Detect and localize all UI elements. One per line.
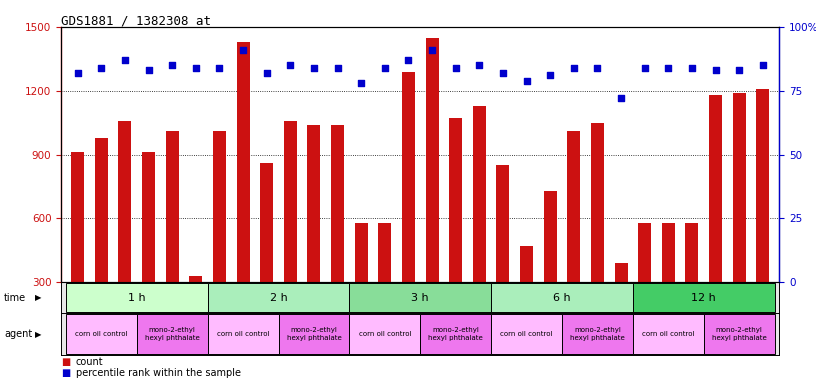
Bar (491, 283, 633, 312)
Bar (562, 314, 633, 354)
Point (685, 65, 698, 71)
Bar (355, 223, 368, 346)
Text: count: count (76, 357, 104, 367)
Text: ▶: ▶ (35, 293, 42, 302)
Text: ■: ■ (61, 368, 70, 379)
Bar (71, 152, 84, 346)
Point (520, 78, 533, 84)
Point (733, 67, 746, 73)
Point (709, 67, 722, 73)
Point (425, 47, 438, 53)
Text: mono-2-ethyl
hexyl phthalate: mono-2-ethyl hexyl phthalate (145, 327, 200, 341)
Text: ▶: ▶ (35, 329, 42, 339)
Text: ■: ■ (61, 357, 70, 367)
Bar (756, 89, 769, 346)
Point (118, 57, 131, 63)
Bar (614, 263, 628, 346)
Bar (633, 314, 703, 354)
Bar (118, 121, 131, 346)
Bar (284, 121, 297, 346)
Point (284, 62, 297, 68)
Point (379, 65, 392, 71)
Bar (633, 283, 774, 312)
Bar (137, 314, 207, 354)
Bar (491, 314, 562, 354)
Point (308, 65, 321, 71)
Point (260, 70, 273, 76)
Bar (349, 314, 420, 354)
Bar (567, 131, 580, 346)
Bar (278, 314, 349, 354)
Text: GDS1881 / 1382308_at: GDS1881 / 1382308_at (61, 14, 211, 27)
Bar (237, 42, 250, 346)
Bar (472, 106, 486, 346)
Text: time: time (4, 293, 26, 303)
Bar (496, 165, 509, 346)
Point (142, 67, 155, 73)
Bar (142, 152, 155, 346)
Bar (66, 283, 207, 312)
Text: 6 h: 6 h (553, 293, 570, 303)
Point (166, 62, 179, 68)
Point (189, 65, 202, 71)
Bar (638, 223, 651, 346)
Point (213, 65, 226, 71)
Point (95, 65, 108, 71)
Text: mono-2-ethyl
hexyl phthalate: mono-2-ethyl hexyl phthalate (570, 327, 625, 341)
Text: mono-2-ethyl
hexyl phthalate: mono-2-ethyl hexyl phthalate (428, 327, 483, 341)
Bar (349, 283, 491, 312)
Point (638, 65, 651, 71)
Bar (685, 223, 698, 346)
Bar (543, 191, 557, 346)
Bar (449, 118, 462, 346)
Point (567, 65, 580, 71)
Bar (260, 163, 273, 346)
Text: corn oil control: corn oil control (75, 331, 127, 337)
Text: corn oil control: corn oil control (642, 331, 694, 337)
Text: mono-2-ethyl
hexyl phthalate: mono-2-ethyl hexyl phthalate (286, 327, 341, 341)
Text: 1 h: 1 h (128, 293, 145, 303)
Text: mono-2-ethyl
hexyl phthalate: mono-2-ethyl hexyl phthalate (712, 327, 766, 341)
Bar (426, 38, 438, 346)
Bar (402, 71, 415, 346)
Bar (66, 314, 137, 354)
Point (472, 62, 486, 68)
Text: corn oil control: corn oil control (500, 331, 552, 337)
Bar (213, 131, 226, 346)
Text: 3 h: 3 h (411, 293, 429, 303)
Bar (733, 93, 746, 346)
Point (543, 72, 557, 78)
Point (496, 70, 509, 76)
Bar (420, 314, 491, 354)
Bar (709, 95, 722, 346)
Bar (379, 223, 392, 346)
Text: percentile rank within the sample: percentile rank within the sample (76, 368, 241, 379)
Point (237, 47, 250, 53)
Point (662, 65, 675, 71)
Text: corn oil control: corn oil control (358, 331, 411, 337)
Text: agent: agent (4, 329, 33, 339)
Bar (520, 246, 533, 346)
Text: 2 h: 2 h (269, 293, 287, 303)
Point (331, 65, 344, 71)
Point (355, 80, 368, 86)
Bar (308, 125, 321, 346)
Bar (166, 131, 179, 346)
Bar (662, 223, 675, 346)
Bar (207, 283, 349, 312)
Point (614, 95, 628, 101)
Point (449, 65, 462, 71)
Text: corn oil control: corn oil control (217, 331, 269, 337)
Bar (95, 137, 108, 346)
Text: 12 h: 12 h (691, 293, 716, 303)
Point (756, 62, 769, 68)
Bar (331, 125, 344, 346)
Bar (189, 276, 202, 346)
Point (591, 65, 604, 71)
Bar (703, 314, 774, 354)
Bar (591, 122, 604, 346)
Bar (207, 314, 278, 354)
Point (71, 70, 84, 76)
Point (402, 57, 415, 63)
